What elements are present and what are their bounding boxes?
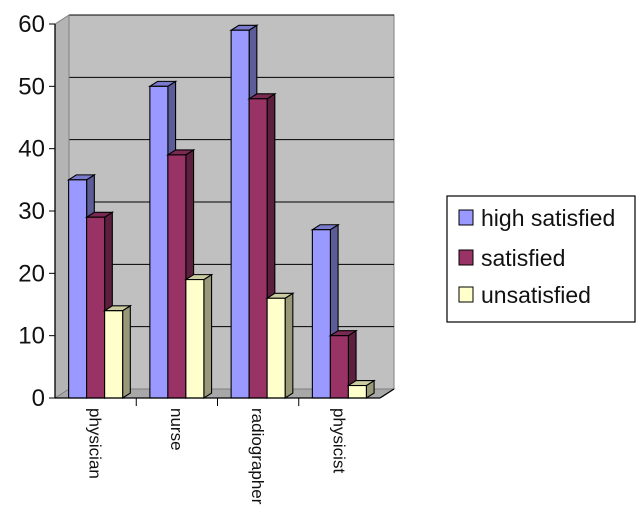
legend: high satisfied satisfied unsatisfied	[446, 195, 636, 323]
bar-front	[266, 297, 286, 399]
bar-side	[122, 304, 131, 400]
legend-label: high satisfied	[481, 205, 615, 231]
y-tick-label: 10	[18, 323, 45, 350]
y-tick-label: 30	[18, 198, 45, 225]
bar-front	[149, 85, 169, 399]
bar-front	[167, 154, 187, 399]
bar-side	[203, 273, 213, 400]
bar-front	[68, 179, 88, 399]
bar-side	[284, 292, 294, 400]
bar-physician-unsatisfied	[102, 304, 133, 400]
y-tick-label: 50	[18, 73, 45, 100]
y-tick-label: 0	[32, 385, 45, 412]
x-axis-labels: physician nurse radiographer physicist	[86, 408, 349, 505]
bar-physicist-unsatisfied	[346, 379, 376, 400]
side-wall	[54, 14, 70, 399]
legend-swatch	[458, 286, 474, 303]
x-tick-label: radiographer	[248, 408, 267, 505]
legend-swatch	[458, 249, 474, 266]
y-axis-ticks: 0 10 20 30 40 50 60	[18, 11, 55, 412]
bar-front	[329, 335, 349, 399]
bar-front	[104, 310, 124, 399]
x-tick-label: physicist	[329, 408, 348, 473]
bar-nurse-unsatisfied	[184, 273, 214, 400]
x-axis-depth-line	[379, 388, 395, 399]
legend-label: satisfied	[481, 245, 565, 271]
x-tick-label: physician	[86, 408, 105, 479]
bar-front	[86, 216, 106, 399]
bar-front	[185, 279, 205, 399]
legend-swatch	[458, 209, 474, 226]
legend-box	[446, 195, 636, 323]
y-tick-label: 40	[18, 136, 45, 163]
x-axis	[55, 388, 395, 406]
x-tick-label: nurse	[167, 408, 186, 451]
bar-front	[230, 29, 250, 399]
bar-front	[248, 98, 268, 399]
y-axis	[54, 14, 70, 399]
bar-physicist-satisfied	[328, 329, 358, 400]
bar-front	[347, 384, 367, 399]
y-tick-label: 20	[18, 260, 45, 287]
bar-radiographer-unsatisfied	[265, 292, 295, 400]
bars-group	[66, 24, 376, 400]
y-tick-label: 60	[18, 11, 45, 38]
bar-front	[311, 229, 331, 399]
bar-physician-satisfied	[84, 211, 115, 400]
legend-label: unsatisfied	[481, 282, 591, 308]
